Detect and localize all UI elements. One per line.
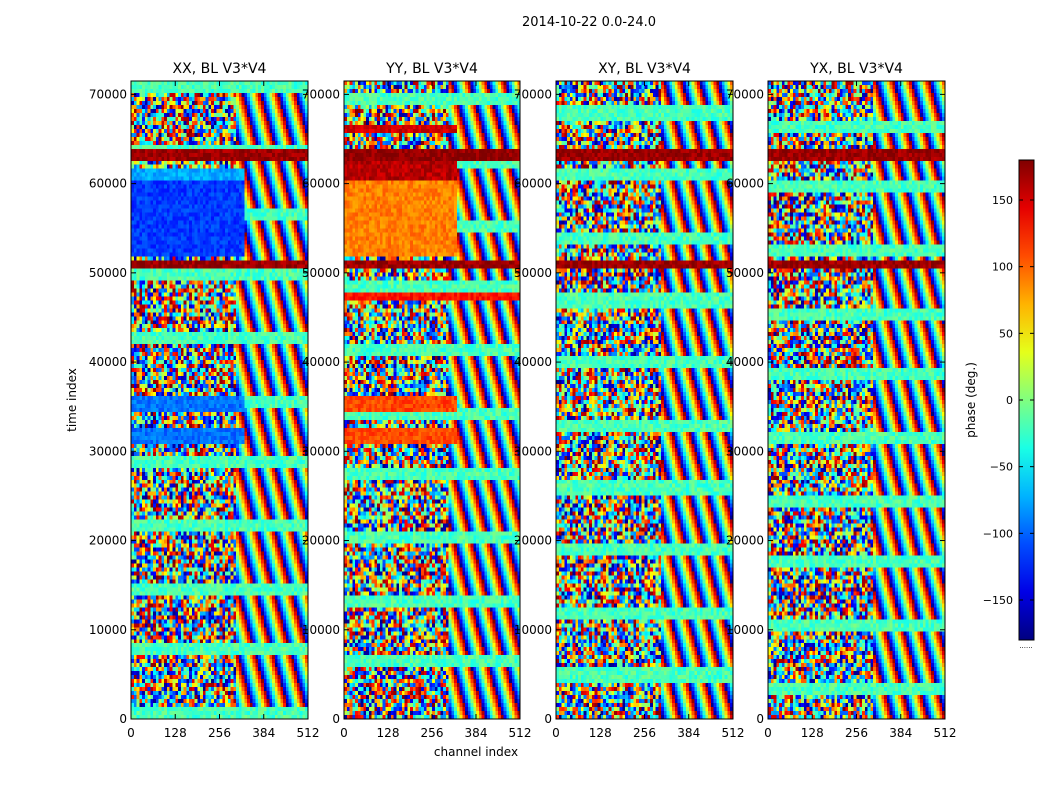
y-tick-label: 60000 [514,177,552,191]
y-axis-label: time index [65,368,79,432]
colorbar-tick-label: −150 [983,594,1013,607]
y-tick-label: 10000 [726,623,764,637]
x-tick-label: 128 [164,726,187,740]
y-tick-label: 60000 [726,177,764,191]
x-tick-label: 0 [552,726,560,740]
x-tick-label: 0 [764,726,772,740]
x-tick-label: 384 [677,726,700,740]
panel-title-3: XY, BL V3*V4 [598,61,691,77]
y-tick-label: 60000 [302,177,340,191]
y-tick-label: 0 [544,712,552,726]
panel-title-4: YX, BL V3*V4 [809,61,903,77]
heatmap-image-2 [344,81,520,719]
x-tick-label: 384 [465,726,488,740]
colorbar-tick-label: 150 [992,194,1013,207]
y-tick-label: 0 [332,712,340,726]
heatmap-image-4 [768,81,945,719]
x-axis-label: channel index [434,745,518,759]
y-tick-label: 40000 [514,355,552,369]
x-tick-label: 384 [252,726,275,740]
y-tick-label: 50000 [89,266,127,280]
y-tick-label: 20000 [302,534,340,548]
y-tick-label: 30000 [302,444,340,458]
figure-suptitle: 2014-10-22 0.0-24.0 [522,15,656,30]
colorbar-tick-label: 100 [992,261,1013,274]
y-tick-label: 30000 [89,444,127,458]
y-tick-label: 0 [756,712,764,726]
colorbar-label: phase (deg.) [964,362,978,438]
colorbar-footer: ...... [1019,642,1032,650]
colorbar: −150 −100 −50 0 50 100 150 [983,159,1035,641]
x-tick-label: 0 [127,726,135,740]
x-tick-label: 0 [340,726,348,740]
colorbar-tick-label: −50 [990,461,1013,474]
y-tick-label: 50000 [514,266,552,280]
y-tick-label: 20000 [514,534,552,548]
panel-title-2: YY, BL V3*V4 [385,61,478,77]
x-tick-label: 256 [421,726,444,740]
colorbar-tick-label: −100 [983,527,1013,540]
x-tick-label: 256 [845,726,868,740]
x-tick-label: 512 [509,726,532,740]
panel-1: XX, BL V3*V4 0 128 256 384 512 0 10000 20000 3000… [89,61,320,740]
y-tick-label: 70000 [514,87,552,101]
y-tick-label: 30000 [514,444,552,458]
y-tick-label: 70000 [302,87,340,101]
x-tick-label: 512 [722,726,745,740]
y-tick-label: 0 [119,712,127,726]
x-tick-label: 384 [889,726,912,740]
y-tick-label: 10000 [302,623,340,637]
panel-title-1: XX, BL V3*V4 [173,61,267,77]
y-tick-label: 50000 [302,266,340,280]
x-tick-label: 256 [633,726,656,740]
colorbar-tick-label: 0 [1006,394,1013,407]
panels-group: XX, BL V3*V4 0 128 256 384 512 0 10000 20000 3000… [89,61,957,740]
y-tick-label: 60000 [89,177,127,191]
x-tick-label: 128 [589,726,612,740]
y-tick-label: 20000 [89,534,127,548]
x-tick-label: 256 [208,726,231,740]
x-tick-label: 512 [297,726,320,740]
y-tick-label: 30000 [726,444,764,458]
y-tick-label: 50000 [726,266,764,280]
y-tick-label: 40000 [302,355,340,369]
y-tick-label: 70000 [89,87,127,101]
y-tick-label: 10000 [89,623,127,637]
panel-3: XY, BL V3*V4 0 128 256 384 512 0 10000 20000 3000… [514,61,745,740]
y-tick-label: 40000 [726,355,764,369]
y-tick-label: 10000 [514,623,552,637]
y-tick-label: 40000 [89,355,127,369]
x-tick-label: 512 [934,726,957,740]
heatmap-image-3 [556,81,733,719]
x-tick-label: 128 [801,726,824,740]
heatmap-image-1 [131,81,308,719]
panel-4: YX, BL V3*V4 0 128 256 384 512 0 10000 20000 3000… [726,61,957,740]
y-tick-label: 70000 [726,87,764,101]
colorbar-tick-label: 50 [999,327,1013,340]
panel-2: YY, BL V3*V4 0 128 256 384 512 0 10000 20000 3000… [302,61,532,740]
x-tick-label: 128 [377,726,400,740]
y-tick-label: 20000 [726,534,764,548]
